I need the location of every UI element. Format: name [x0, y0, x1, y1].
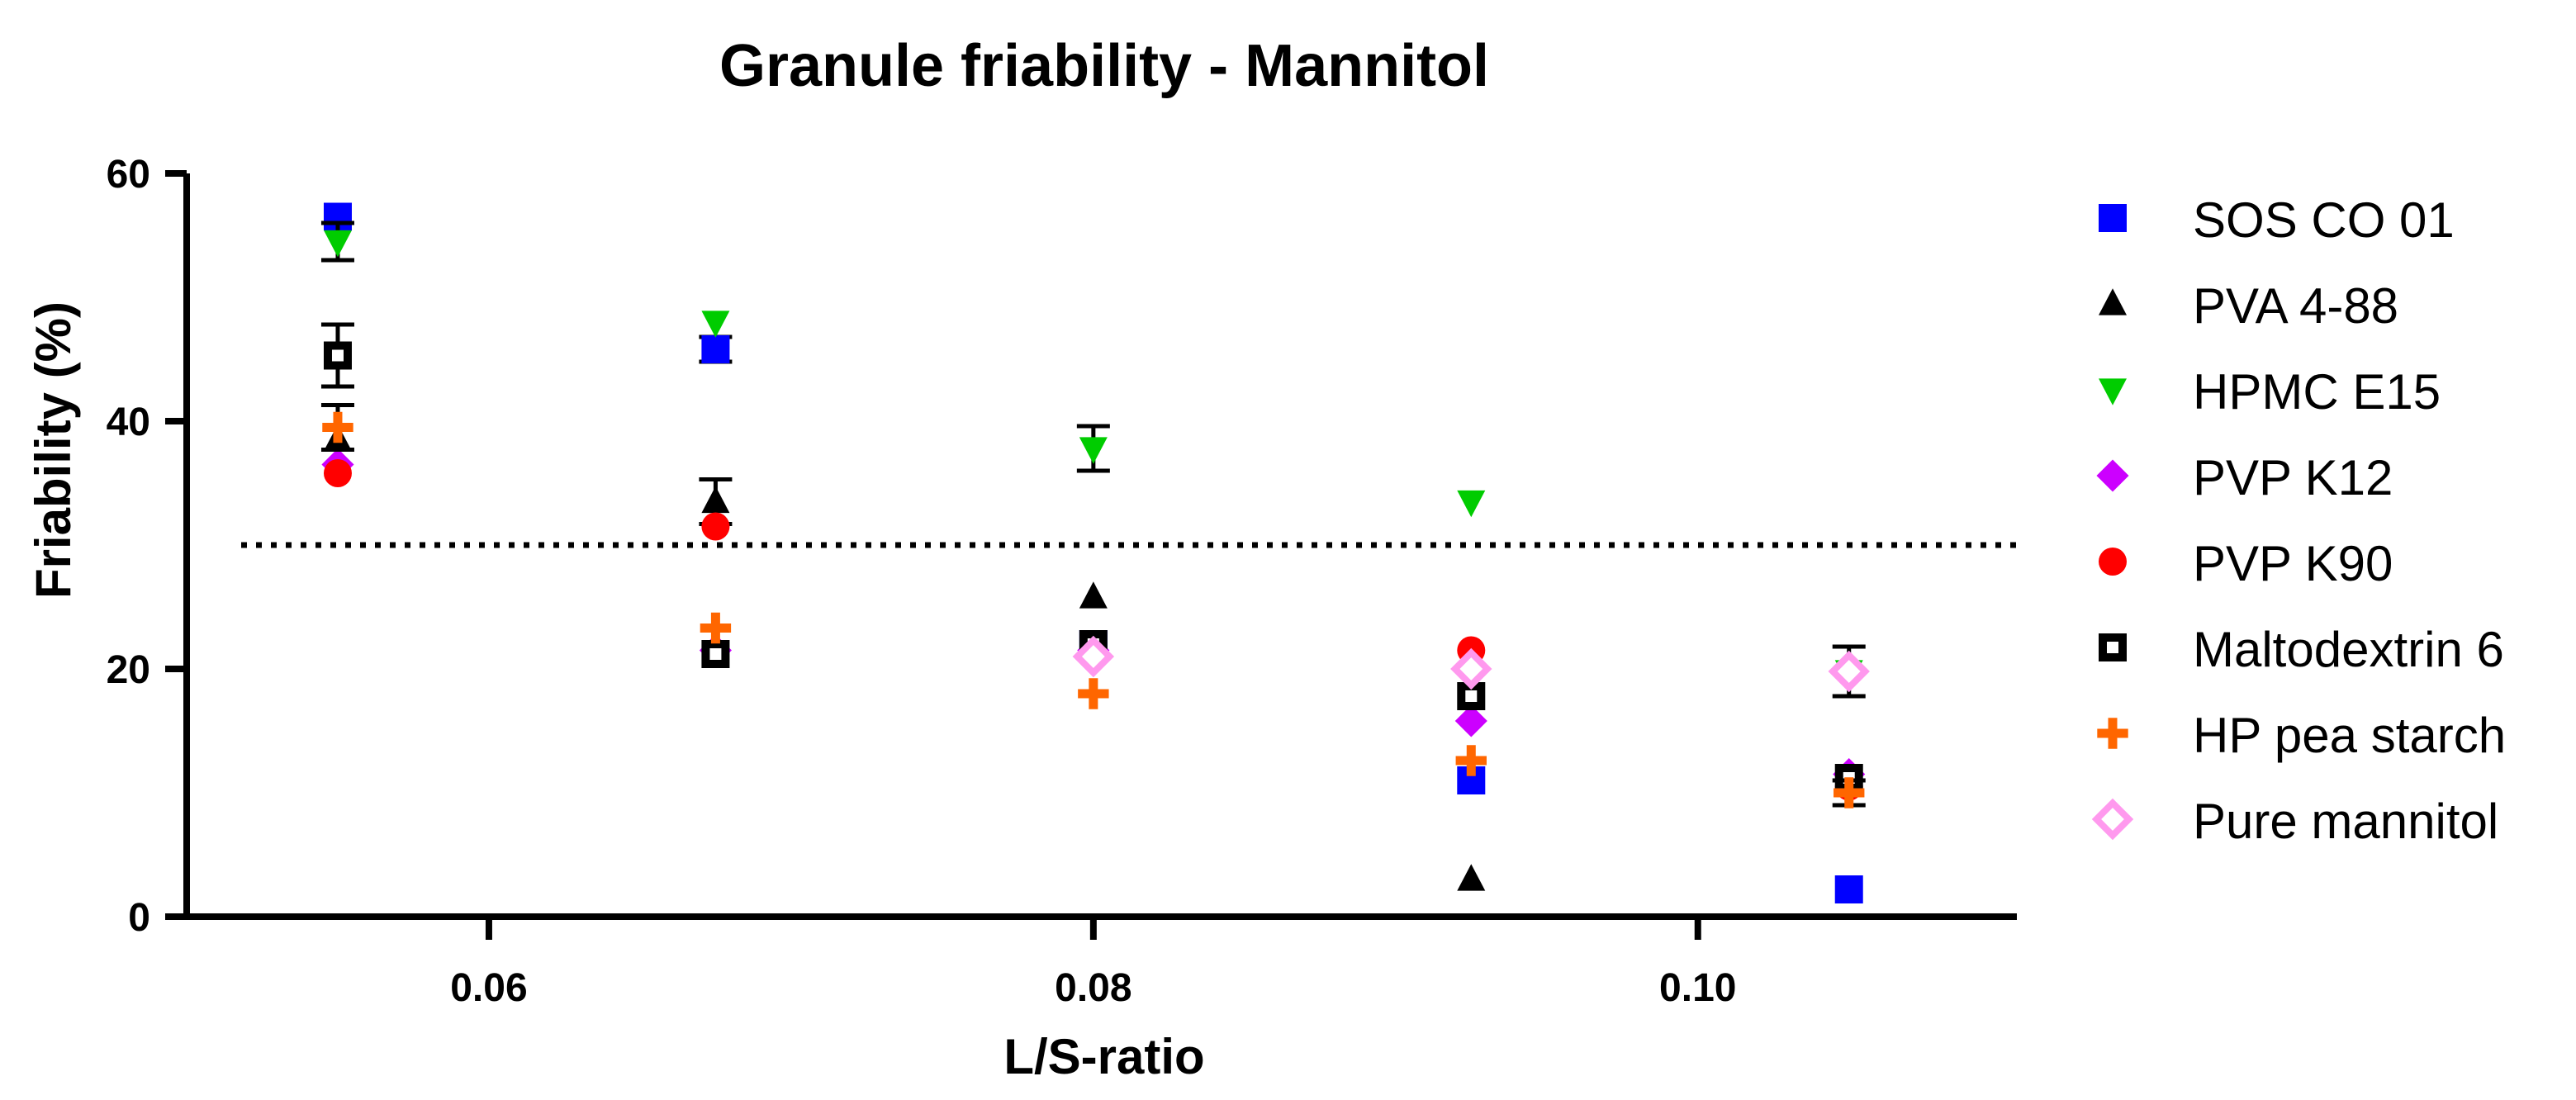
legend-label: HPMC E15	[2193, 364, 2441, 420]
legend-marker	[2097, 718, 2128, 749]
series-hp-pea-starch	[320, 403, 1866, 808]
data-point	[1079, 581, 1108, 609]
data-point	[323, 459, 352, 487]
legend-label: HP pea starch	[2193, 708, 2506, 763]
y-tick-label: 60	[107, 153, 150, 197]
data-point	[701, 335, 730, 363]
data-point	[701, 512, 730, 541]
data-point	[1078, 678, 1109, 709]
series-sos-co-01	[323, 202, 1863, 903]
legend-label: Pure mannitol	[2193, 794, 2498, 849]
legend-marker	[2099, 204, 2127, 232]
data-point	[322, 411, 353, 443]
legend-marker	[2096, 459, 2129, 492]
legend-label: SOS CO 01	[2193, 192, 2455, 248]
y-tick-label: 40	[107, 401, 150, 444]
legend-label: PVA 4-88	[2193, 278, 2398, 334]
series-pvp-k90	[323, 459, 1863, 801]
chart-title: Granule friability - Mannitol	[719, 33, 1489, 99]
series-maltodextrin-6	[320, 322, 1863, 792]
data-point	[701, 486, 730, 514]
x-tick-label: 0.08	[1055, 966, 1131, 1010]
data-point	[1454, 704, 1487, 737]
legend-marker	[2099, 288, 2127, 315]
series-hpmc-e15	[320, 220, 1866, 699]
data-point	[1457, 864, 1486, 891]
data-point	[1455, 745, 1487, 776]
data-point	[323, 230, 352, 258]
legend: SOS CO 01 PVA 4-88 HPMC E15 PVP K12 PVP K90 M…	[2091, 192, 2506, 849]
legend-marker	[2099, 633, 2127, 661]
legend-marker	[2091, 798, 2134, 841]
data-points	[320, 202, 1870, 903]
legend-label: PVP K12	[2193, 450, 2393, 505]
data-point	[1457, 490, 1486, 518]
data-point	[701, 640, 730, 668]
legend-label: PVP K90	[2193, 536, 2393, 591]
data-point	[701, 311, 730, 338]
data-point	[1828, 650, 1870, 693]
data-point	[1450, 647, 1492, 690]
data-point	[1834, 777, 1865, 808]
data-point	[1079, 437, 1108, 464]
x-tick-label: 0.10	[1659, 966, 1736, 1010]
y-axis-ticks: 0 20 40 60	[107, 153, 187, 940]
y-tick-label: 0	[128, 896, 150, 940]
x-tick-label: 0.06	[450, 966, 527, 1010]
data-point	[323, 341, 352, 370]
data-point	[1072, 635, 1115, 678]
series-pure-mannitol	[1072, 635, 1870, 693]
x-axis-label: L/S-ratio	[1003, 1029, 1204, 1084]
x-axis-ticks: 0.06 0.08 0.10	[450, 917, 1736, 1010]
legend-marker	[2099, 378, 2127, 405]
legend-label: Maltodextrin 6	[2193, 622, 2504, 677]
legend-marker	[2099, 548, 2127, 576]
data-point	[700, 612, 732, 644]
y-tick-label: 20	[107, 648, 150, 692]
series-pvp-k12	[321, 448, 1866, 791]
y-axis-label: Friability (%)	[26, 301, 81, 599]
data-point	[1834, 875, 1863, 903]
